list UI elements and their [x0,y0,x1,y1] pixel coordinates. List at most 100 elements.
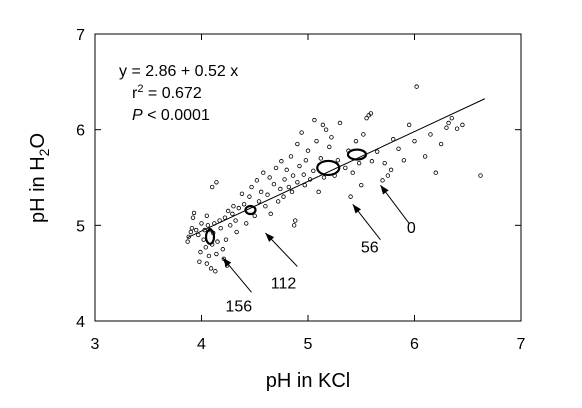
data-point [305,148,311,153]
data-point [368,111,374,116]
data-point [222,215,228,220]
data-point [401,158,407,163]
x-tick-label: 4 [197,336,206,353]
data-point [218,226,223,231]
data-point [343,165,348,171]
data-point [359,182,364,188]
data-point [189,226,195,231]
x-tick-label: 6 [410,336,419,353]
point-clusters [204,148,368,245]
data-point [185,239,190,244]
data-point [281,194,286,199]
data-point [428,132,433,137]
data-point [247,194,252,199]
data-point [364,115,369,121]
data-point [382,160,387,166]
data-point [225,208,231,214]
data-point [335,158,341,163]
data-point [380,178,385,183]
data-point [422,154,428,159]
data-point [282,177,287,182]
y-tick-label: 7 [76,27,85,44]
data-point [314,138,319,144]
data-point [201,237,206,242]
data-point [215,239,220,244]
data-point [228,223,233,228]
data-point [449,115,454,121]
data-point [190,215,196,220]
data-point [261,170,266,175]
data-points [185,84,483,274]
data-point [199,221,204,226]
data-point [191,210,197,216]
data-point [444,125,449,130]
data-point [204,261,210,266]
data-point [414,84,419,89]
data-point [320,122,326,128]
data-point [316,189,321,195]
point-cluster [316,159,341,177]
data-point [267,175,272,180]
data-point [273,165,279,171]
data-point [348,194,353,199]
data-point [214,180,219,185]
data-point [396,146,401,151]
data-point [454,126,460,131]
data-point [214,251,219,257]
data-point [193,227,199,233]
data-point [230,211,235,217]
data-point [188,229,194,235]
data-point [478,173,483,178]
data-point [209,184,215,190]
data-point [356,160,362,166]
data-point [286,184,292,190]
annotation-label: 156 [225,299,252,316]
axis-ticks [94,33,522,322]
data-point [406,122,412,128]
data-point [205,223,211,228]
point-cluster [204,228,216,245]
data-point [241,202,247,207]
data-point [353,138,359,144]
data-point [291,223,297,228]
data-point [295,180,300,185]
data-point [295,141,300,147]
data-point [252,213,257,218]
regression-equation: y = 2.86 + 0.52 x [119,63,238,80]
data-point [388,167,394,173]
data-point [258,189,264,195]
data-point [350,170,355,175]
y-tick-label: 6 [76,123,85,140]
data-point [213,269,218,274]
data-point [204,213,210,218]
data-point [278,186,283,192]
r-squared: r2 = 0.672 [132,83,202,102]
annotation-label: 0 [407,220,416,237]
regression-line [187,98,486,238]
x-axis-title: pH in KCl [266,370,350,392]
y-axis-title: pH in H2O [27,133,52,223]
data-point [438,141,444,147]
data-point [275,199,281,204]
data-point [279,159,284,164]
annotation-arrowhead [380,185,389,195]
y-tick-label: 5 [76,218,85,235]
annotation-arrowhead [352,204,362,214]
arrow-annotations: 0 56 112 156 [222,184,416,316]
data-point [244,221,249,226]
x-tick-label: 7 [517,336,526,353]
data-point [460,122,465,128]
data-point [254,178,260,183]
data-point [236,205,241,211]
data-point [297,163,302,169]
annotation-label: 112 [271,276,297,293]
data-point [301,172,306,177]
data-point [337,120,343,126]
data-point [263,203,268,209]
data-point [220,247,225,252]
data-point [198,249,203,255]
x-tick-label: 3 [91,336,100,353]
annotation-arrowhead [222,257,232,268]
annotation-arrowhead [265,232,275,242]
